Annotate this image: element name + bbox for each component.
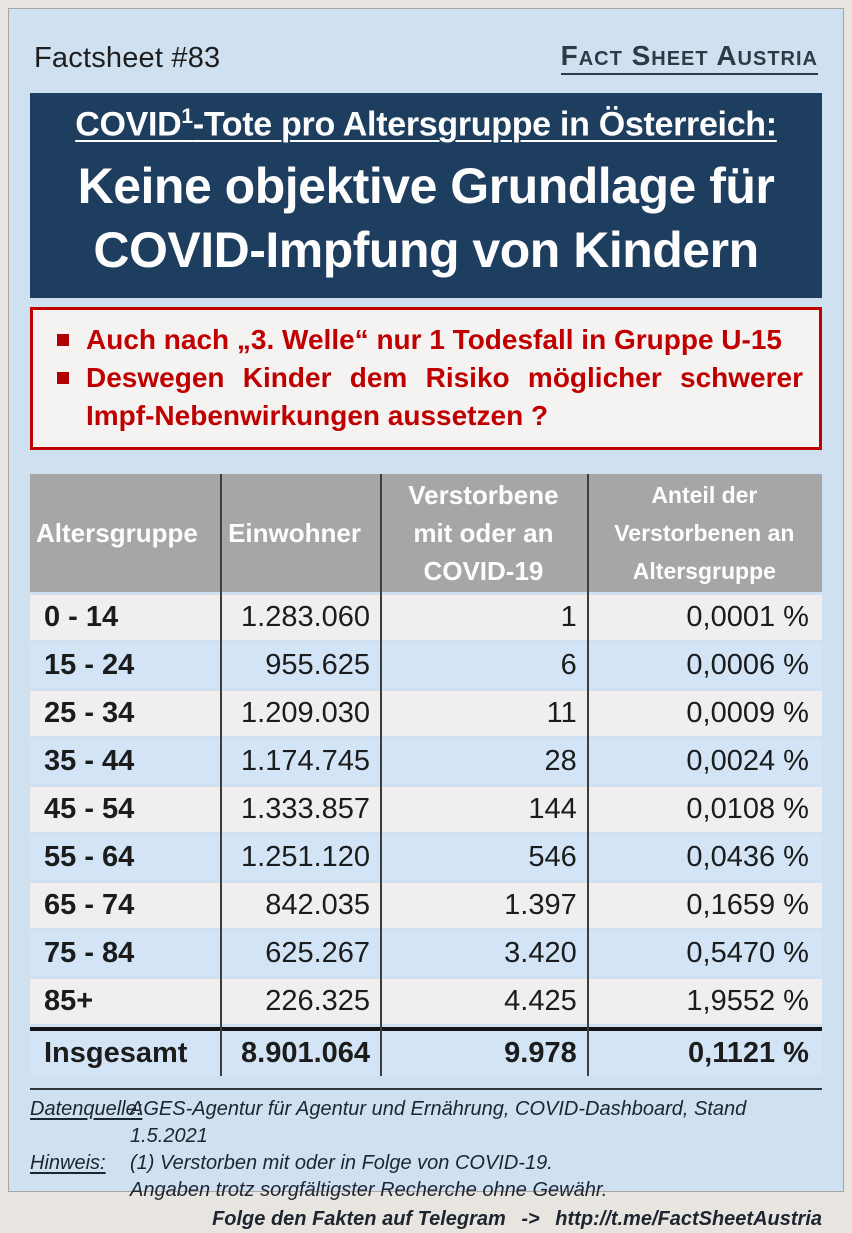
table-total-row: Insgesamt 8.901.064 9.978 0,1121 % xyxy=(30,1027,822,1077)
column-header-einwohner: Einwohner xyxy=(228,518,361,549)
issue-number: Factsheet #83 xyxy=(34,42,221,74)
alert-bullet-1: Auch nach „3. Welle“ nur 1 Todesfall in … xyxy=(47,321,803,359)
square-bullet-icon xyxy=(57,372,69,385)
cell-deaths: 3.420 xyxy=(504,937,577,970)
source-label: Datenquelle: xyxy=(30,1098,143,1121)
telegram-line: Folge den Fakten auf Telegram -> http://… xyxy=(30,1206,822,1233)
title-banner: COVID1-Tote pro Altersgruppe in Österrei… xyxy=(30,93,822,299)
table-row: 0 - 14 1.283.060 1 0,0001 % xyxy=(30,595,822,641)
cell-share: 0,0009 % xyxy=(686,697,809,730)
cell-deaths: 28 xyxy=(544,745,577,778)
cell-population: 1.251.120 xyxy=(241,841,371,874)
cell-age: 85+ xyxy=(44,985,94,1018)
cell-population: 1.209.030 xyxy=(241,697,371,730)
brand-wordmark: Fact Sheet Austria xyxy=(560,40,818,75)
column-divider xyxy=(220,474,223,1077)
column-header-verstorbene: Verstorbene mit oder an COVID-19 xyxy=(408,480,559,587)
cell-age: 35 - 44 xyxy=(44,745,135,778)
alert-bullet-2-text: Deswegen Kinder dem Risiko möglicher sch… xyxy=(86,362,803,432)
note-line: Hinweis: (1) Verstorben mit oder in Folg… xyxy=(30,1150,822,1177)
cell-deaths: 546 xyxy=(528,841,577,874)
cell-share: 1,9552 % xyxy=(686,985,809,1018)
banner-subtitle: COVID1-Tote pro Altersgruppe in Österrei… xyxy=(40,105,812,144)
table-row: 15 - 24 955.625 6 0,0006 % xyxy=(30,643,822,689)
cell-population: 8.901.064 xyxy=(241,1037,371,1070)
alert-bullet-1-text: Auch nach „3. Welle“ nur 1 Todesfall in … xyxy=(86,324,782,356)
column-divider xyxy=(380,474,383,1077)
banner-subtitle-prefix: COVID xyxy=(75,105,182,144)
table-row: 35 - 44 1.174.745 28 0,0024 % xyxy=(30,739,822,785)
cell-population: 1.283.060 xyxy=(241,601,371,634)
factsheet-page: Factsheet #83 Fact Sheet Austria COVID1-… xyxy=(8,8,844,1230)
headline-line2: COVID-Impfung von Kindern xyxy=(93,222,759,279)
cell-population: 1.174.745 xyxy=(241,745,371,778)
disclaimer-line: Angaben trotz sorgfältigster Recherche o… xyxy=(30,1177,822,1204)
table-header: Altersgruppe Einwohner Verstorbene mit o… xyxy=(30,474,822,593)
table-row: 85+ 226.325 4.425 1,9552 % xyxy=(30,979,822,1025)
arrow-icon: -> xyxy=(521,1208,540,1231)
cell-share: 0,0006 % xyxy=(686,649,809,682)
age-group-table: Altersgruppe Einwohner Verstorbene mit o… xyxy=(30,474,822,1077)
footnote-marker: 1 xyxy=(181,105,193,128)
table-row: 75 - 84 625.267 3.420 0,5470 % xyxy=(30,931,822,977)
cell-age: 0 - 14 xyxy=(44,601,119,634)
note-label: Hinweis: xyxy=(30,1152,106,1175)
cell-population: 625.267 xyxy=(265,937,371,970)
square-bullet-icon xyxy=(57,334,69,347)
table-row: 45 - 54 1.333.857 144 0,0108 % xyxy=(30,787,822,833)
cell-age: Insgesamt xyxy=(44,1037,188,1070)
banner-subtitle-rest: -Tote pro Altersgruppe in Österreich: xyxy=(192,105,777,144)
column-header-anteil: Anteil der Verstorbenen an Altersgruppe xyxy=(614,482,795,585)
cell-deaths: 6 xyxy=(560,649,577,682)
source-text: AGES-Agentur für Agentur und Ernährung, … xyxy=(130,1098,747,1148)
note-text: (1) Verstorben mit oder in Folge von COV… xyxy=(130,1152,553,1175)
cell-share: 0,1659 % xyxy=(686,889,809,922)
cell-deaths: 11 xyxy=(546,697,577,730)
cell-share: 0,0436 % xyxy=(686,841,809,874)
table-body: 0 - 14 1.283.060 1 0,0001 % 15 - 24 955.625 6 0… xyxy=(30,595,822,1025)
cell-share: 0,5470 % xyxy=(686,937,809,970)
cell-deaths: 9.978 xyxy=(504,1037,577,1070)
telegram-call-to-action: Folge den Fakten auf Telegram xyxy=(212,1208,506,1231)
cell-age: 65 - 74 xyxy=(44,889,135,922)
cell-population: 226.325 xyxy=(265,985,371,1018)
column-header-altersgruppe: Altersgruppe xyxy=(36,518,198,549)
cell-share: 0,0024 % xyxy=(686,745,809,778)
cell-deaths: 144 xyxy=(528,793,577,826)
cell-age: 25 - 34 xyxy=(44,697,135,730)
cell-population: 1.333.857 xyxy=(241,793,371,826)
table-row: 65 - 74 842.035 1.397 0,1659 % xyxy=(30,883,822,929)
cell-age: 45 - 54 xyxy=(44,793,135,826)
headline-line1: Keine objektive Grundlage für xyxy=(77,158,775,215)
top-bar: Factsheet #83 Fact Sheet Austria xyxy=(34,33,818,75)
cell-share: 0,1121 % xyxy=(688,1037,809,1070)
cell-population: 955.625 xyxy=(265,649,371,682)
cell-population: 842.035 xyxy=(265,889,371,922)
table-row: 55 - 64 1.251.120 546 0,0436 % xyxy=(30,835,822,881)
cell-deaths: 4.425 xyxy=(504,985,577,1018)
cell-age: 15 - 24 xyxy=(44,649,135,682)
table-row: 25 - 34 1.209.030 11 0,0009 % xyxy=(30,691,822,737)
cell-share: 0,0108 % xyxy=(686,793,809,826)
alert-box: Auch nach „3. Welle“ nur 1 Todesfall in … xyxy=(30,307,822,451)
telegram-link[interactable]: http://t.me/FactSheetAustria xyxy=(555,1208,822,1231)
cell-deaths: 1 xyxy=(560,601,577,634)
cell-share: 0,0001 % xyxy=(686,601,809,634)
footer: Datenquelle: AGES-Agentur für Agentur un… xyxy=(30,1088,822,1233)
cell-deaths: 1.397 xyxy=(504,889,577,922)
column-divider xyxy=(586,474,589,1077)
cell-age: 75 - 84 xyxy=(44,937,135,970)
disclaimer-text: Angaben trotz sorgfältigster Recherche o… xyxy=(130,1179,608,1202)
cell-age: 55 - 64 xyxy=(44,841,135,874)
source-line: Datenquelle: AGES-Agentur für Agentur un… xyxy=(30,1096,822,1150)
alert-bullet-2: Deswegen Kinder dem Risiko möglicher sch… xyxy=(47,359,803,435)
